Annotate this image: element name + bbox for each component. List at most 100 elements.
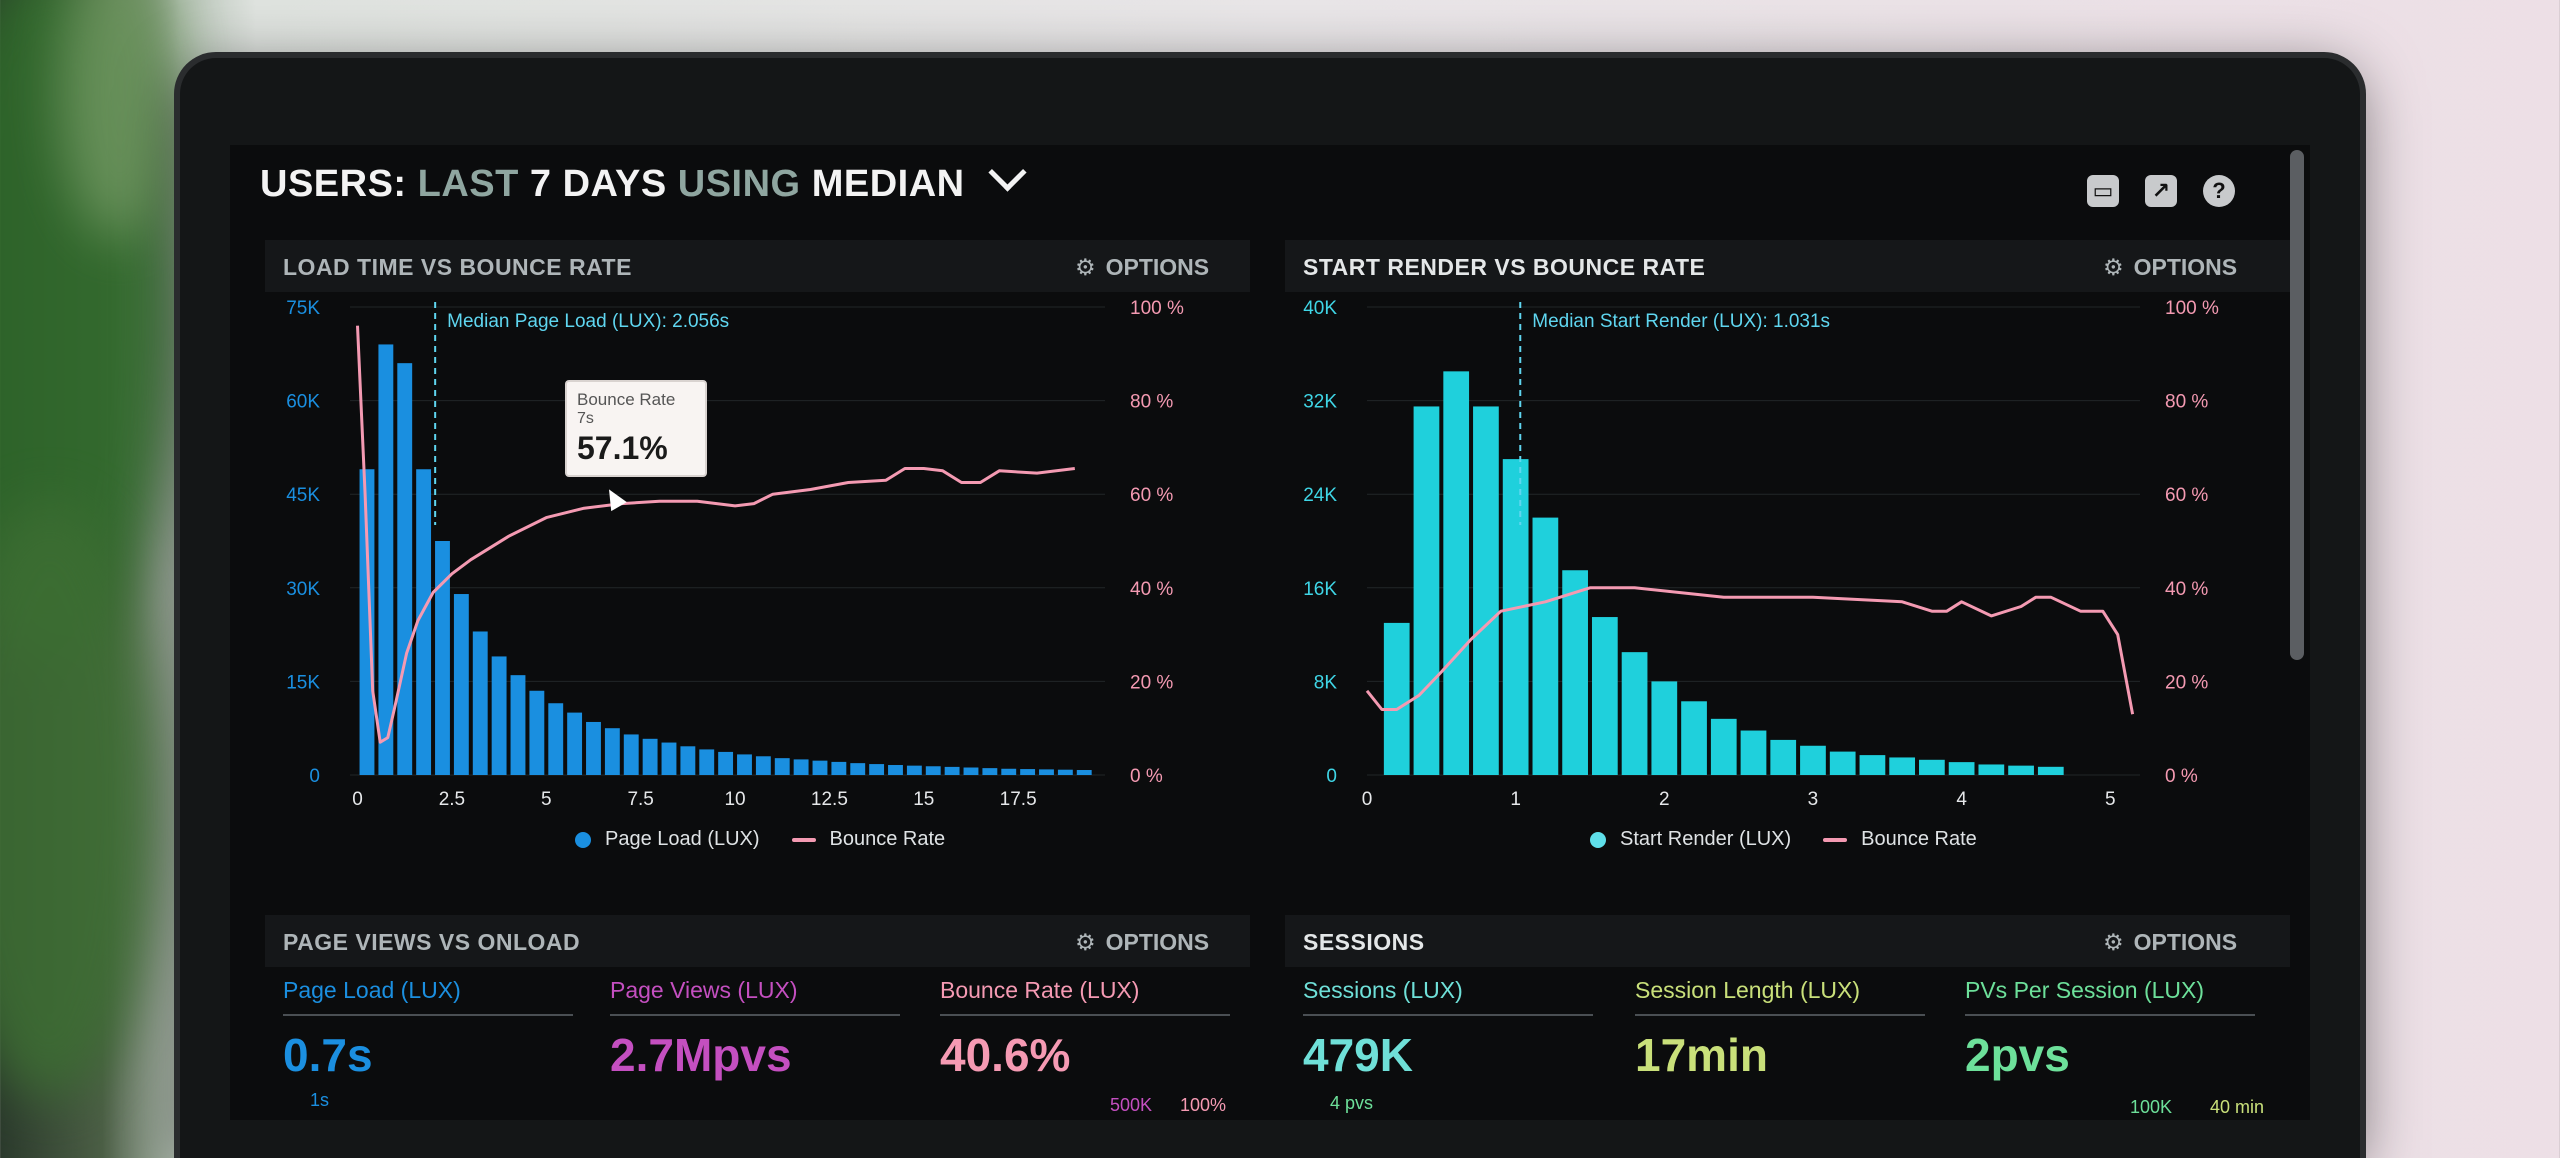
y-tick-label-left: 32K xyxy=(1303,392,1337,413)
title-range: 7 DAYS xyxy=(529,163,667,205)
x-tick-label: 10 xyxy=(724,789,745,810)
chevron-down-icon[interactable] xyxy=(988,153,1027,192)
x-tick-label: 15 xyxy=(913,789,934,810)
y-tick-label-left: 8K xyxy=(1314,672,1338,693)
x-tick-label: 5 xyxy=(541,789,552,810)
chart-legend: Page Load (LUX) Bounce Rate xyxy=(575,828,945,851)
share-icon[interactable]: ↗ xyxy=(2145,175,2177,207)
histogram-bar xyxy=(1800,745,1826,775)
page-title[interactable]: USERS: LAST 7 DAYS USING MEDIAN xyxy=(260,153,1027,206)
metric-label: Page Load (LUX) xyxy=(283,977,461,1003)
load-time-panel: LOAD TIME VS BOUNCE RATE ⚙ OPTIONS 75K 60K… xyxy=(265,240,1250,880)
x-tick-label: 1 xyxy=(1510,789,1521,810)
legend-item[interactable]: Bounce Rate xyxy=(1861,828,1977,850)
axis-label: 40 min xyxy=(2210,1097,2265,1117)
metric-label: Bounce Rate (LUX) xyxy=(940,977,1140,1003)
metric-session-length[interactable]: Session Length (LUX) 17min xyxy=(1635,977,1925,1082)
gear-icon: ⚙ xyxy=(2103,254,2124,280)
histogram-bar xyxy=(567,712,583,775)
panel-title: SESSIONS xyxy=(1303,929,1425,955)
histogram-bar xyxy=(586,721,601,775)
y-tick-label-right: 60 % xyxy=(2165,485,2208,506)
y-tick-label-right: 100 % xyxy=(1130,298,1184,319)
histogram-bar xyxy=(1076,770,1092,775)
histogram-bar xyxy=(1473,406,1499,775)
histogram-bar xyxy=(1859,755,1886,775)
histogram-bar xyxy=(1532,517,1559,775)
monitor-icon[interactable]: ▭ xyxy=(2087,175,2119,207)
panel-title: START RENDER VS BOUNCE RATE xyxy=(1303,254,1706,280)
y-tick-label-left: 0 xyxy=(1326,766,1337,787)
histogram-bar xyxy=(472,631,488,775)
histogram-bar xyxy=(1770,739,1797,775)
histogram-bar xyxy=(1681,701,1707,775)
x-tick-label: 7.5 xyxy=(627,789,653,810)
histogram-bar xyxy=(1443,371,1470,775)
metric-label: PVs Per Session (LUX) xyxy=(1965,977,2205,1003)
histogram-bar xyxy=(529,690,545,775)
y-tick-label-left: 0 xyxy=(309,766,320,787)
title-aggregate: MEDIAN xyxy=(811,163,965,205)
histogram-bar xyxy=(1651,681,1678,775)
legend-item[interactable]: Bounce Rate xyxy=(829,828,946,850)
axis-label: 500K xyxy=(1110,1095,1153,1115)
title-prefix: USERS: xyxy=(260,163,407,205)
histogram-bar xyxy=(435,541,450,775)
axis-label: 100% xyxy=(1180,1095,1227,1115)
histogram-bar xyxy=(1562,570,1588,775)
histogram-bar xyxy=(755,756,771,775)
metric-pvs-per-session[interactable]: PVs Per Session (LUX) 2pvs xyxy=(1965,977,2255,1082)
start-render-chart: 40K 32K 24K 16K 8K 0 100 % 80 % 60 % 40 % 20 % 0 % 0… xyxy=(1303,298,2219,810)
histogram-bar xyxy=(1948,762,1975,775)
tooltip-title: Bounce Rate xyxy=(577,390,676,409)
histogram-bar xyxy=(1740,730,1767,775)
metric-sessions[interactable]: Sessions (LUX) 479K xyxy=(1303,977,1593,1082)
histogram-bar xyxy=(793,759,809,775)
y-tick-label-right: 60 % xyxy=(1130,485,1173,506)
histogram-bar xyxy=(1591,617,1618,775)
chart-tooltip: Bounce Rate 7s 57.1% xyxy=(565,380,707,477)
axis-label: 4 pvs xyxy=(1330,1093,1374,1113)
metric-bounce-rate[interactable]: Bounce Rate (LUX) 40.6% xyxy=(940,977,1230,1082)
histogram-bar xyxy=(737,754,752,775)
options-button[interactable]: ⚙ OPTIONS xyxy=(2103,254,2238,280)
histogram-bar xyxy=(623,734,639,775)
median-label: Median Start Render (LUX): 1.031s xyxy=(1532,311,1830,332)
legend-dot-icon xyxy=(1590,831,1606,848)
y-tick-label-left: 30K xyxy=(286,579,320,600)
scrollbar[interactable] xyxy=(2290,150,2304,660)
options-button[interactable]: ⚙ OPTIONS xyxy=(1075,254,1210,280)
load-time-chart: 75K 60K 45K 30K 15K 0 100 % 80 % 60 % 40 % 20 % 0 %… xyxy=(286,298,1184,810)
histogram-bar xyxy=(397,363,413,775)
median-label: Median Page Load (LUX): 2.056s xyxy=(447,311,729,332)
histogram-bar xyxy=(2037,766,2064,775)
options-button[interactable]: ⚙ OPTIONS xyxy=(2103,929,2238,955)
histogram-bar xyxy=(718,751,734,775)
page-views-panel: PAGE VIEWS VS ONLOAD ⚙ OPTIONS Page Load … xyxy=(265,915,1250,1120)
legend-item[interactable]: Page Load (LUX) xyxy=(605,828,760,850)
help-icon[interactable]: ? xyxy=(2203,175,2235,207)
x-tick-label: 3 xyxy=(1808,789,1819,810)
histogram-bar xyxy=(869,764,885,775)
histogram-bar xyxy=(416,469,432,775)
metric-value: 479K xyxy=(1303,1029,1413,1081)
chart-legend: Start Render (LUX) Bounce Rate xyxy=(1590,828,1977,851)
y-tick-label-right: 80 % xyxy=(1130,392,1173,413)
histogram-bar xyxy=(1829,751,1856,775)
histogram-bar xyxy=(1020,769,1036,775)
background-foliage xyxy=(60,0,180,240)
x-tick-label: 17.5 xyxy=(1000,789,1037,810)
histogram-bar xyxy=(1621,652,1648,775)
metric-page-load[interactable]: Page Load (LUX) 0.7s xyxy=(283,977,573,1082)
dashboard-screen: USERS: LAST 7 DAYS USING MEDIAN ▭ ↗ ? LO… xyxy=(230,145,2310,1120)
axis-label: 100K xyxy=(2130,1097,2173,1117)
legend-item[interactable]: Start Render (LUX) xyxy=(1620,828,1792,850)
options-button[interactable]: ⚙ OPTIONS xyxy=(1075,929,1210,955)
y-tick-label-right: 40 % xyxy=(2165,579,2208,600)
title-range-word: LAST xyxy=(417,163,519,205)
x-tick-label: 0 xyxy=(352,789,363,810)
histogram-bar xyxy=(1383,622,1410,775)
metric-page-views[interactable]: Page Views (LUX) 2.7Mpvs xyxy=(610,977,900,1082)
gear-icon: ⚙ xyxy=(1075,254,1096,280)
histogram-bar xyxy=(925,766,941,775)
